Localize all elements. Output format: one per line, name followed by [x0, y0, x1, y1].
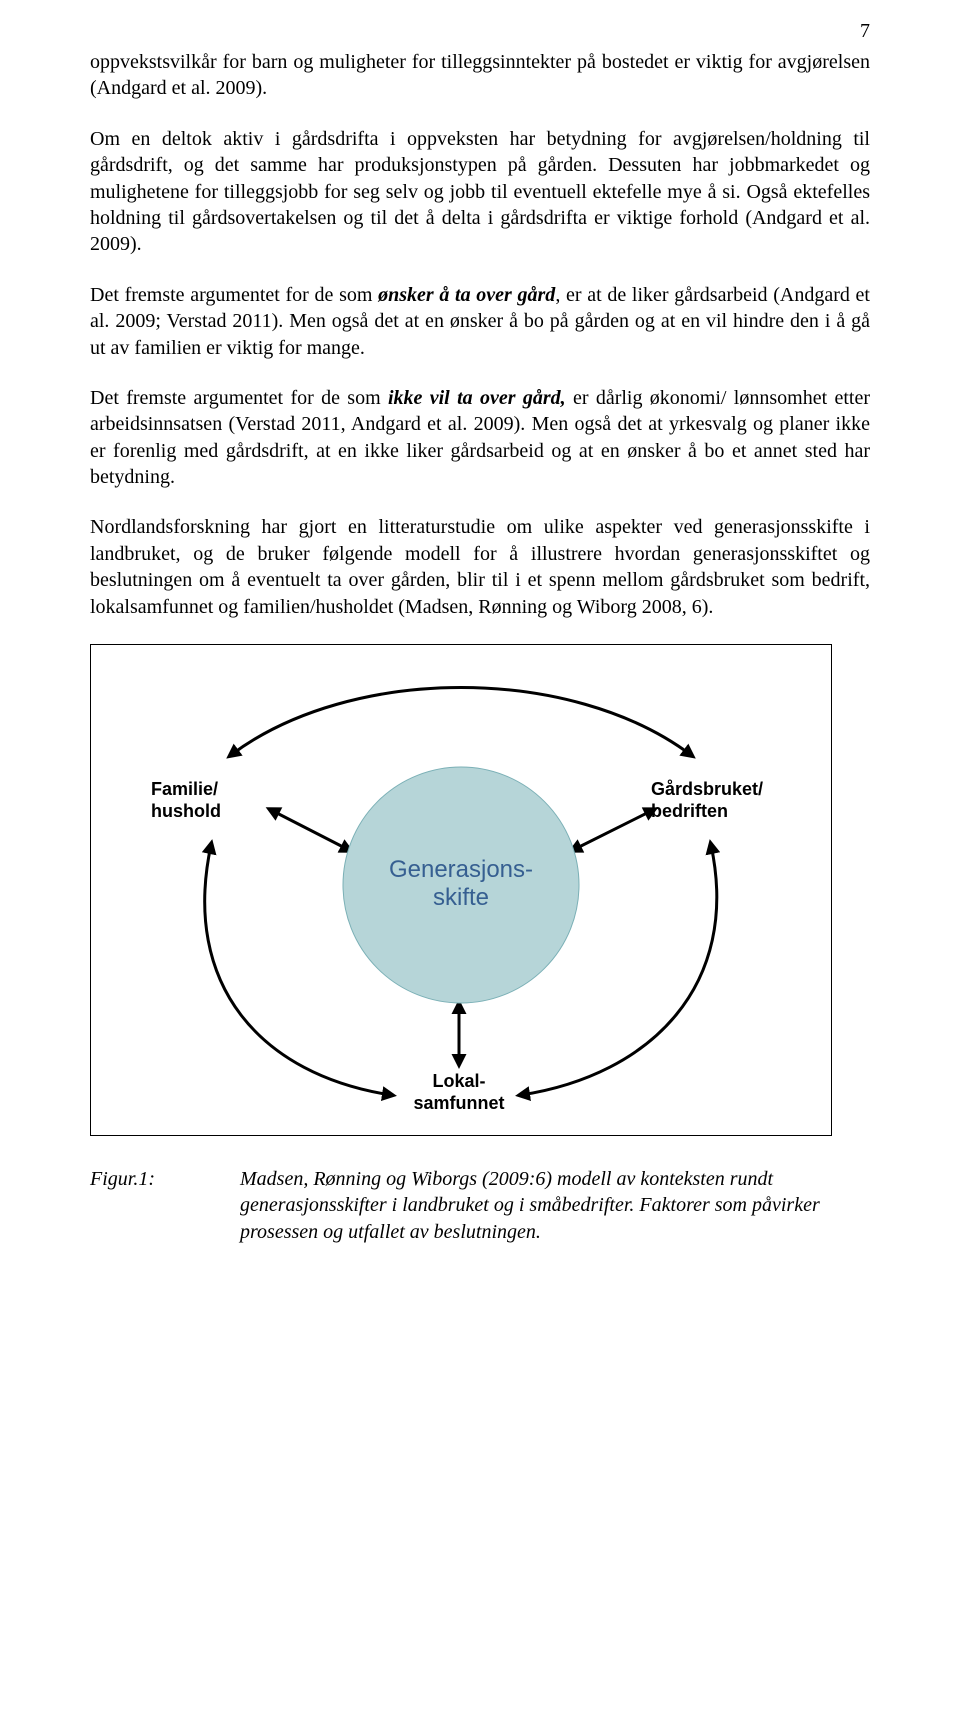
node-local-1: Lokal- [432, 1071, 485, 1091]
figure-caption: Figur.1: Madsen, Rønning og Wiborgs (200… [90, 1166, 870, 1245]
paragraph-1: oppvekstsvilkår for barn og muligheter f… [90, 49, 870, 102]
page-number: 7 [90, 20, 870, 43]
page: 7 oppvekstsvilkår for barn og muligheter… [0, 0, 960, 1285]
node-local-2: samfunnet [413, 1093, 504, 1113]
node-farm-1: Gårdsbruket/ [651, 779, 763, 799]
emphasis: ikke vil ta over gård, [388, 387, 566, 409]
center-label-2: skifte [433, 884, 489, 911]
node-family-1: Familie/ [151, 779, 218, 799]
node-family-2: hushold [151, 801, 221, 821]
arrow-farm-center [573, 810, 653, 850]
text-run: Det fremste argumentet for de som [90, 284, 378, 306]
arrow-top [231, 688, 691, 756]
paragraph-4: Det fremste argumentet for de som ikke v… [90, 385, 870, 491]
diagram-svg: Generasjons- skifte Familie/ hushold Går… [91, 645, 831, 1135]
paragraph-5: Nordlandsforskning har gjort en litterat… [90, 514, 870, 620]
node-farm-2: bedriften [651, 801, 728, 821]
caption-label: Figur.1: [90, 1166, 240, 1245]
text-run: Det fremste argumentet for de som [90, 387, 388, 409]
paragraph-3: Det fremste argumentet for de som ønsker… [90, 282, 870, 361]
arrow-family-center [271, 810, 349, 850]
center-label-1: Generasjons- [389, 856, 533, 883]
emphasis: ønsker å ta over gård [378, 284, 555, 306]
figure-diagram: Generasjons- skifte Familie/ hushold Går… [90, 644, 832, 1136]
paragraph-2: Om en deltok aktiv i gårdsdrifta i oppve… [90, 126, 870, 258]
caption-text: Madsen, Rønning og Wiborgs (2009:6) mode… [240, 1166, 870, 1245]
